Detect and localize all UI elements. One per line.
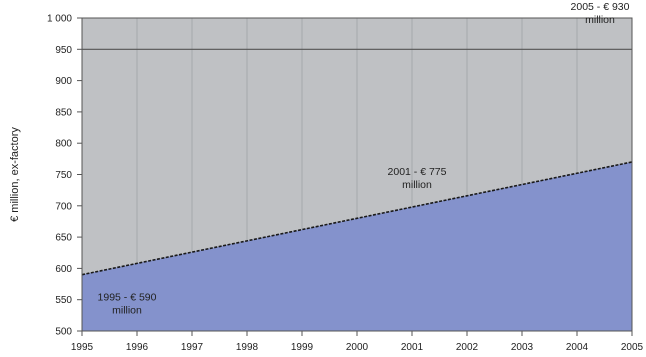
x-tick-label: 2002 — [456, 342, 479, 353]
y-tick-label: 900 — [55, 76, 72, 87]
x-tick-label: 2001 — [401, 342, 424, 353]
x-tick-label: 1995 — [71, 342, 94, 353]
annotation-2005: million — [585, 14, 615, 26]
y-tick-label: 1 000 — [47, 14, 72, 25]
annotation-1995: 1995 - € 590 — [98, 292, 157, 304]
area-fill — [82, 161, 632, 331]
x-tick-label: 2004 — [566, 342, 589, 353]
x-tick-label: 1999 — [291, 342, 314, 353]
x-tick-label: 1997 — [181, 342, 204, 353]
y-tick-label: 800 — [55, 139, 72, 150]
y-tick-label: 500 — [55, 327, 72, 338]
annotation-2005: 2005 - € 930 — [571, 1, 630, 13]
y-tick-label: 550 — [55, 295, 72, 306]
trend-line — [81, 161, 633, 276]
y-tick-label: 750 — [55, 170, 72, 181]
x-axis-ticks: 1995 1996 1997 1998 1999 2000 2001 2002 2003 2004… — [71, 331, 644, 353]
y-tick-label: 700 — [55, 201, 72, 212]
y-tick-label: 950 — [55, 45, 72, 56]
x-tick-label: 1998 — [236, 342, 259, 353]
y-axis-title: € million, ex-factory — [9, 127, 21, 222]
x-tick-label: 2005 — [621, 342, 644, 353]
x-tick-label: 2000 — [346, 342, 369, 353]
annotation-2001: million — [402, 179, 432, 191]
annotation-1995: million — [112, 305, 142, 317]
y-axis-ticks: 500 550 600 650 700 750 800 850 900 950 1 000 — [47, 14, 82, 338]
x-tick-label: 1996 — [126, 342, 149, 353]
x-tick-label: 2003 — [511, 342, 534, 353]
y-tick-label: 600 — [55, 264, 72, 275]
y-tick-label: 650 — [55, 233, 72, 244]
annotation-2001: 2001 - € 775 — [388, 166, 447, 178]
y-tick-label: 850 — [55, 107, 72, 118]
